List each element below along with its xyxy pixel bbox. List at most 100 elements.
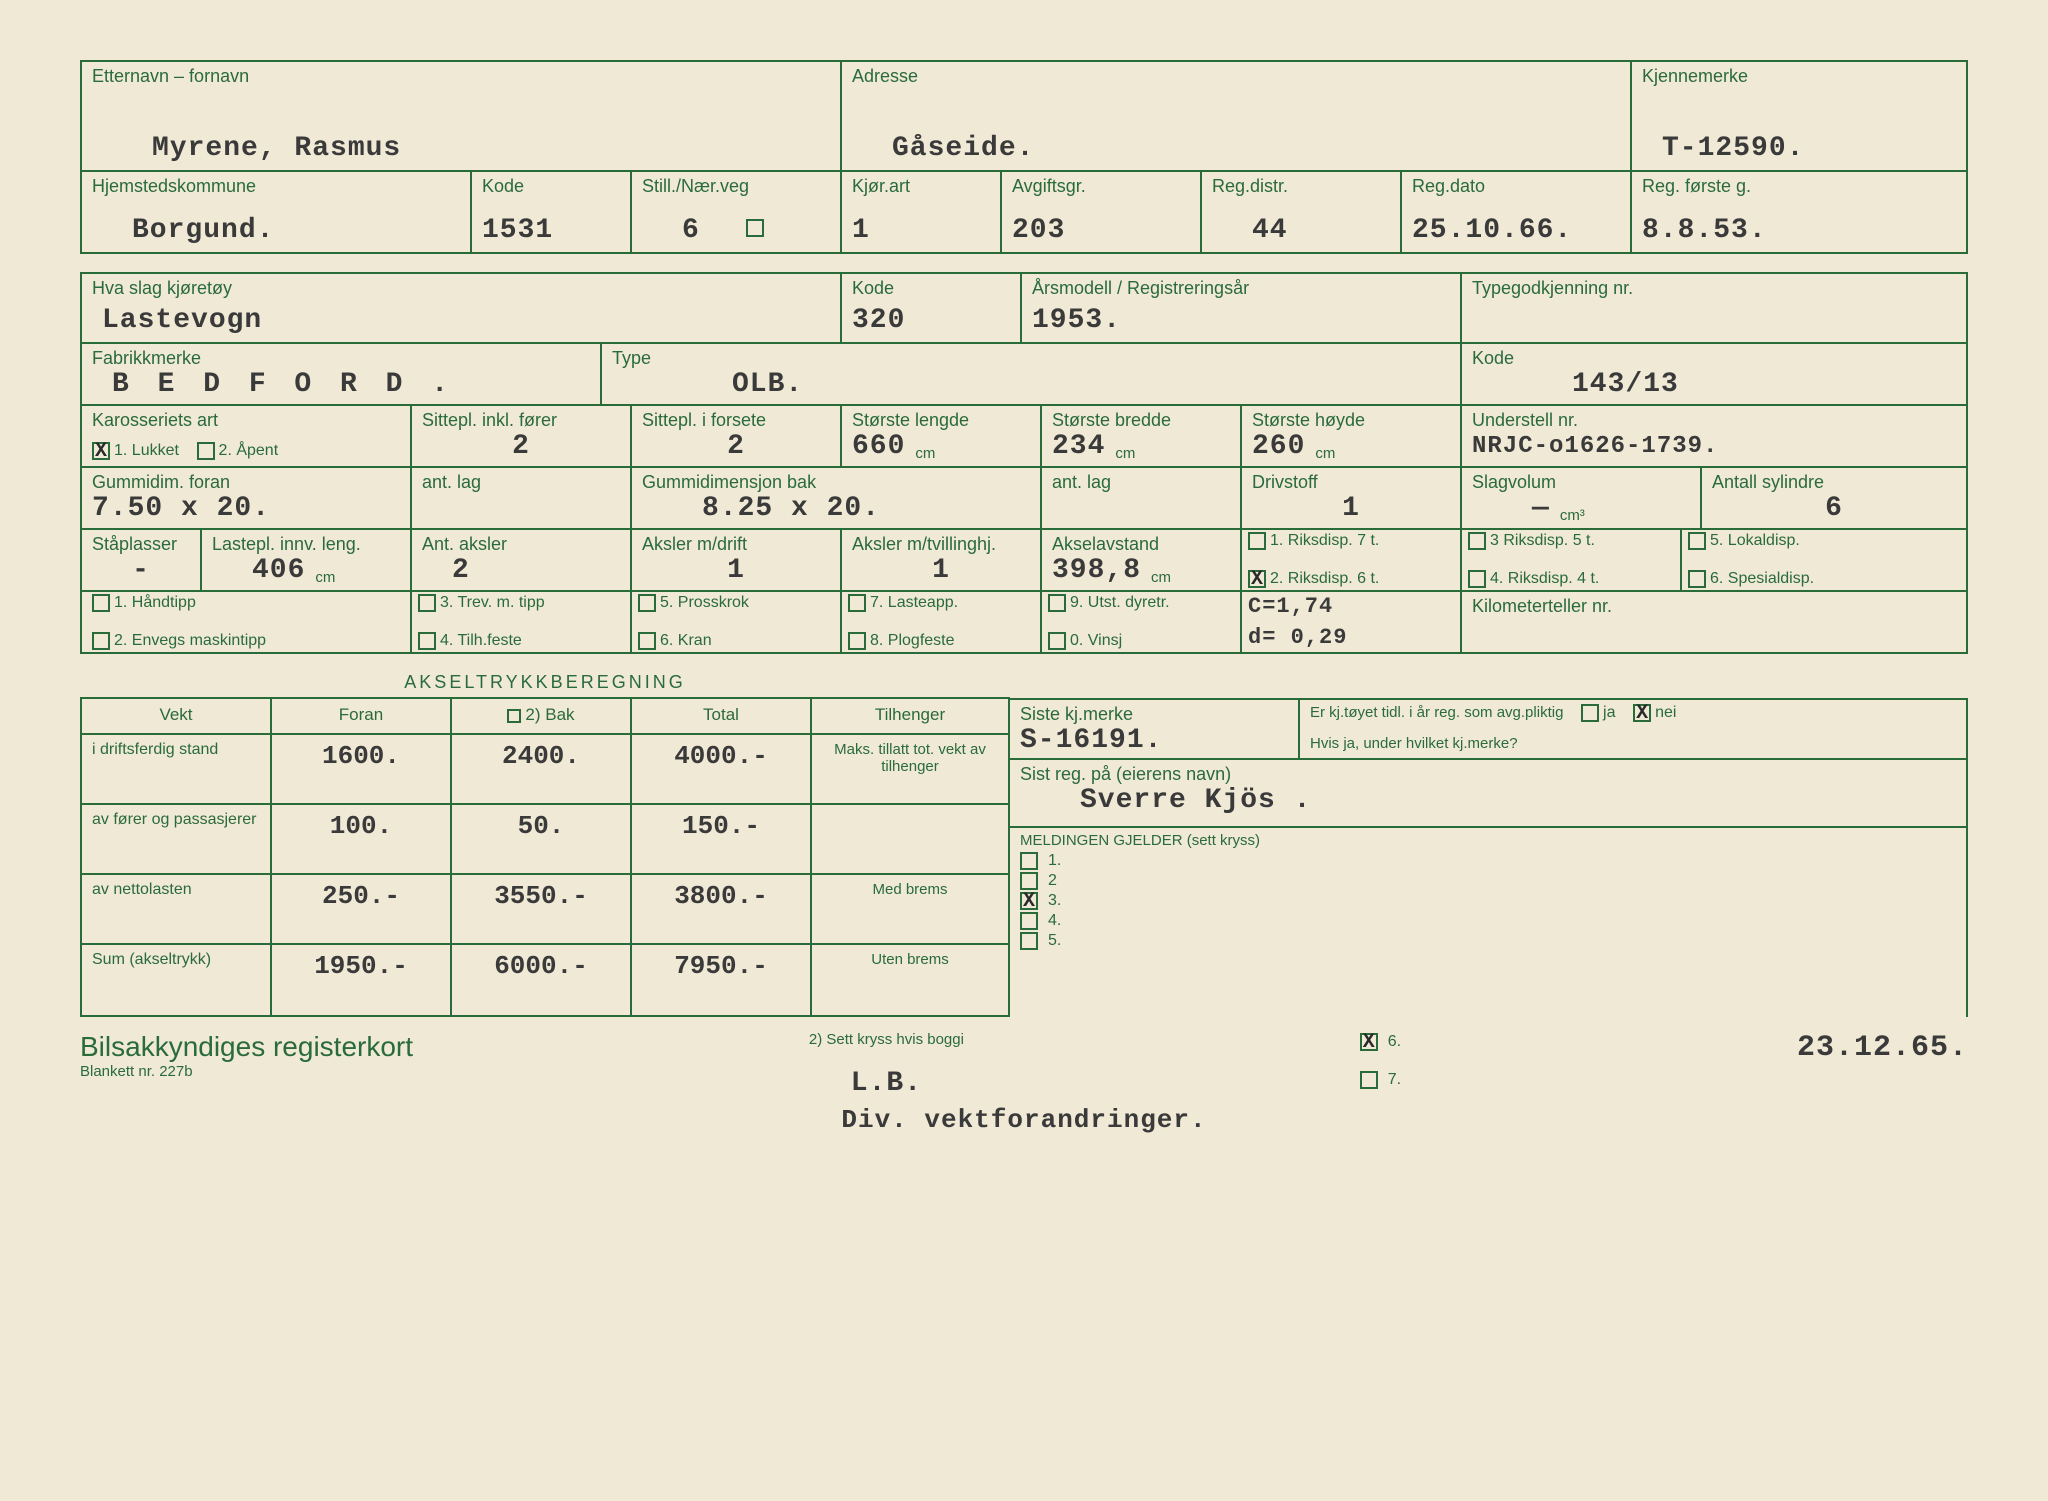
equip0-checkbox [1048,632,1066,650]
meld-label: MELDINGEN GJELDER (sett kryss) [1020,832,1260,849]
riksdisp5-checkbox [1688,532,1706,550]
wt-col-bak: 2) Bak [452,699,632,733]
siste-value: S-16191. [1020,725,1288,756]
hoyde-value: 260 [1252,431,1305,462]
sitteplforsete-label: Sittepl. i forsete [642,410,830,431]
slagkode-label: Kode [852,278,1010,299]
equip6-checkbox [638,632,656,650]
wt-sum-label: Sum (akseltrykk) [82,945,272,1015]
wt-forer-label: av fører og passasjerer [82,805,272,873]
weight-block: AKSELTRYKKBEREGNING Vekt Foran 2) Bak To… [80,672,1010,1017]
lastepl-value: 406 [212,555,305,586]
wt-drift-foran: 1600. [272,735,452,803]
gummibak-label: Gummidimensjon bak [642,472,1030,493]
kjennemerke-value: T-12590. [1642,133,1956,164]
wt-tilh-spacer [812,805,1008,873]
sittepl-label: Sittepl. inkl. fører [422,410,620,431]
bredde-value: 234 [1052,431,1105,462]
riksdisp4-checkbox [1468,570,1486,588]
wt-drift-label: i driftsferdig stand [82,735,272,803]
kode-label: Kode [482,176,620,197]
wt-col-tilhenger: Tilhenger [812,699,1008,733]
understell-label: Understell nr. [1472,410,1956,431]
avgift-value: 203 [1012,215,1190,246]
fabrikk-value: B E D F O R D . [92,369,590,400]
wt-forer-foran: 100. [272,805,452,873]
div-note: Div. vektforandringer. [841,1105,1206,1135]
regforste-label: Reg. første g. [1642,176,1956,197]
equip2-checkbox [92,632,110,650]
slagvolum-value: — [1472,493,1550,524]
akslertvill-value: 1 [852,555,1030,586]
meld2-checkbox [1020,872,1038,890]
equip4-checkbox [418,632,436,650]
wt-netto-total: 3800.- [632,875,812,943]
riksdisp1-checkbox [1248,532,1266,550]
kode2-label: Kode [1472,348,1956,369]
wt-netto-label: av nettolasten [82,875,272,943]
riksdisp3-checkbox [1468,532,1486,550]
lengde-value: 660 [852,431,905,462]
km-label: Kilometerteller nr. [1472,596,1956,617]
wt-col-foran: Foran [272,699,452,733]
arsmodell-label: Årsmodell / Registreringsår [1032,278,1450,299]
gummibak-value: 8.25 x 20. [642,493,1030,524]
avgift-label: Avgiftsgr. [1012,176,1190,197]
sitteplforsete-value: 2 [642,431,830,462]
right-block: Siste kj.merke S-16191. Er kj.tøyet tidl… [1010,698,1968,1017]
drivstoff-label: Drivstoff [1252,472,1450,493]
etternavn-value: Myrene, Rasmus [92,133,830,164]
blankett: Blankett nr. 227b [80,1063,413,1080]
wt-col-vekt: Vekt [82,699,272,733]
tidl-label: Er kj.tøyet tidl. i år reg. som avg.plik… [1310,704,1563,721]
wt-drift-bak: 2400. [452,735,632,803]
meld5-checkbox [1020,932,1038,950]
type-value: OLB. [612,369,1450,400]
slagkode-value: 320 [852,305,1010,336]
wt-tilh-maks: Maks. tillatt tot. vekt av tilhenger [812,735,1008,803]
equip3-checkbox [418,594,436,612]
section-identity: Etternavn – fornavn Myrene, Rasmus Adres… [80,60,1968,254]
section-vehicle: Hva slag kjøretøy Lastevogn Kode 320 Års… [80,272,1968,654]
adresse-label: Adresse [852,66,1620,87]
akselavstand-value: 398,8 [1052,555,1141,586]
meld1-checkbox [1020,852,1038,870]
kjorart-value: 1 [852,215,990,246]
aksler-value: 2 [422,555,620,586]
tidl-ja-checkbox [1581,704,1599,722]
wt-netto-foran: 250.- [272,875,452,943]
wt-sum-total: 7950.- [632,945,812,1015]
regdato-value: 25.10.66. [1412,215,1620,246]
staplasser-label: Ståplasser [92,534,190,555]
equip9-checkbox [1048,594,1066,612]
gummiforan-value: 7.50 x 20. [92,493,400,524]
hvis-label: Hvis ja, under hvilket kj.merke? [1310,735,1956,752]
slag-label: Hva slag kjøretøy [92,278,830,299]
wt-forer-bak: 50. [452,805,632,873]
equip5-checkbox [638,594,656,612]
equip7-checkbox [848,594,866,612]
hjemsted-label: Hjemstedskommune [92,176,460,197]
wt-sum-foran: 1950.- [272,945,452,1015]
kjorart-label: Kjør.art [852,176,990,197]
meld4-checkbox [1020,912,1038,930]
akslertvill-label: Aksler m/tvillinghj. [852,534,1030,555]
riksdisp2-checkbox [1248,570,1266,588]
registration-card: Etternavn – fornavn Myrene, Rasmus Adres… [0,0,2048,1501]
drivstoff-value: 1 [1252,493,1450,524]
wt-sum-bak: 6000.- [452,945,632,1015]
regforste-value: 8.8.53. [1642,215,1956,246]
wt-forer-total: 150.- [632,805,812,873]
kode2-value: 143/13 [1472,369,1956,400]
lastepl-label: Lastepl. innv. leng. [212,534,400,555]
sistreg-value: Sverre Kjös . [1020,785,1311,816]
understell-value: NRJC-o1626-1739. [1472,433,1956,460]
meld6-checkbox [1360,1033,1378,1051]
wt-netto-bak: 3550.- [452,875,632,943]
equip8-checkbox [848,632,866,650]
karosseri-label: Karosseriets art [92,410,400,431]
adresse-value: Gåseide. [852,133,1620,164]
regdistr-label: Reg.distr. [1212,176,1390,197]
sistreg-label: Sist reg. på (eierens navn) [1020,764,1231,784]
antlag2-label: ant. lag [1052,472,1230,493]
